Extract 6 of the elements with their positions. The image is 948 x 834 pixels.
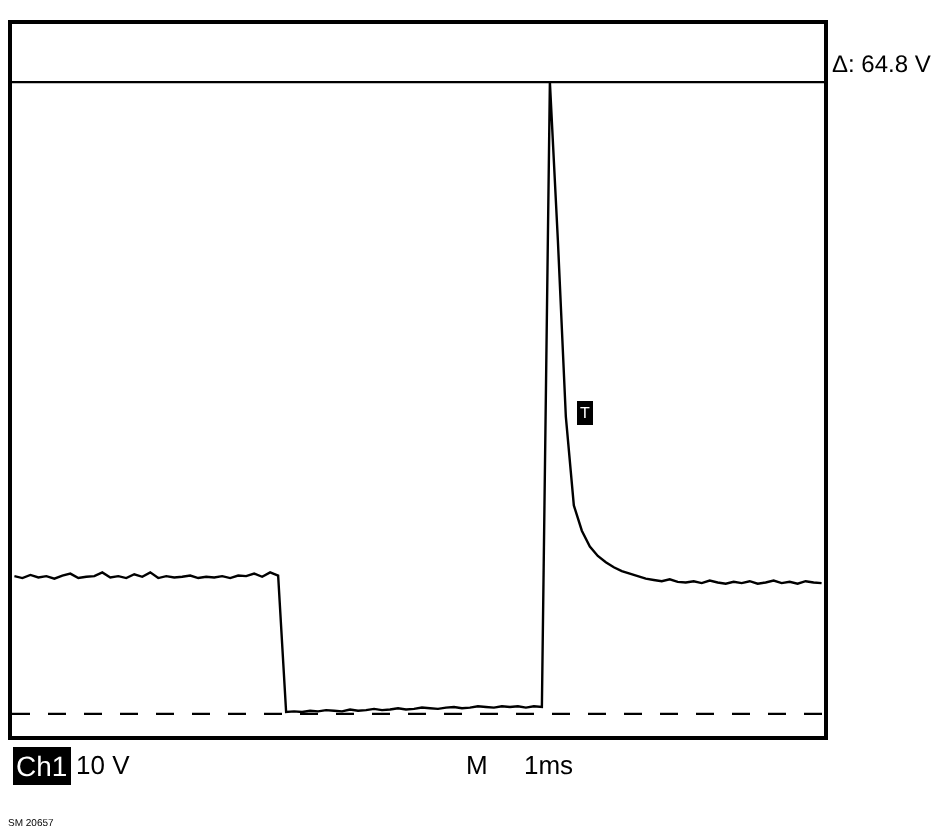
text: 1ms: [524, 750, 575, 780]
text: 10 V: [76, 750, 131, 780]
annotation: T: [580, 404, 590, 422]
text: M: [466, 750, 488, 780]
text: Δ: 64.8 V: [832, 50, 931, 78]
text: Ch1: [16, 750, 68, 782]
